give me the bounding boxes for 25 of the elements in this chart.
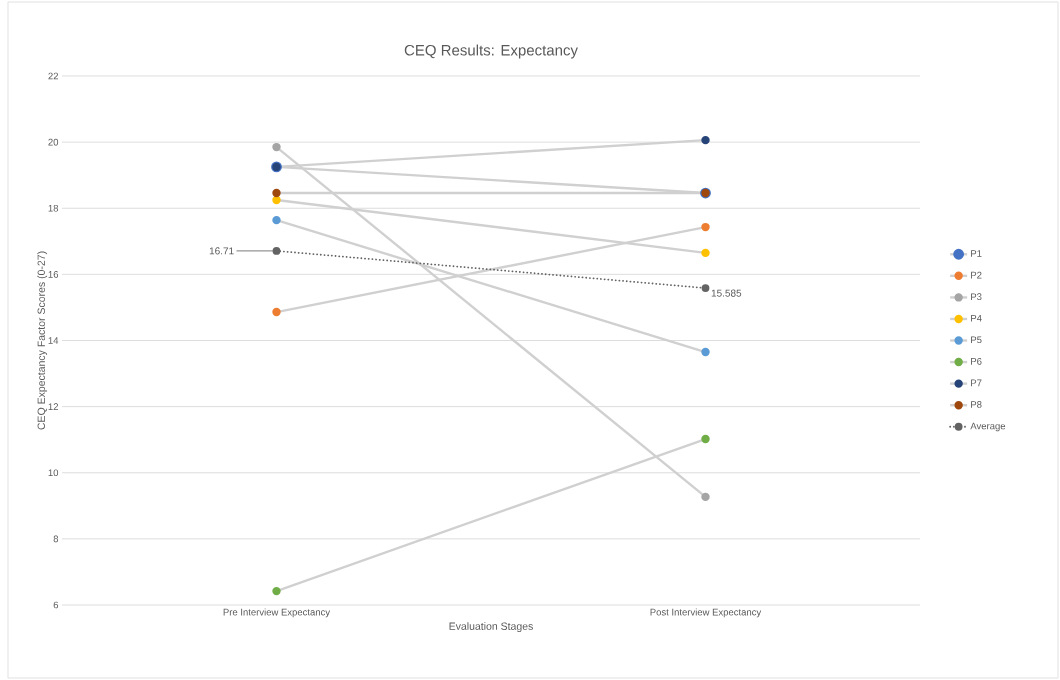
- legend-label: Average: [970, 422, 1006, 432]
- legend-label: P3: [971, 293, 982, 301]
- chart-title: CEQ Results: Expectancy: [404, 44, 578, 59]
- y-tick-label: 14: [48, 337, 59, 344]
- y-tick-label: 20: [48, 138, 59, 146]
- y-tick-label: 10: [48, 469, 59, 477]
- x-tick-label: Post Interview Expectancy: [650, 608, 762, 618]
- y-tick-label: 12: [48, 403, 59, 410]
- y-tick-label: 16: [48, 271, 59, 278]
- y-tick-label: 18: [48, 204, 59, 212]
- legend-label: P2: [971, 271, 982, 279]
- y-axis-title: CEQ Expectancy Factor Scores (0-27): [37, 251, 48, 430]
- y-tick-label: 6: [53, 601, 59, 609]
- y-tick-label: 8: [53, 535, 59, 543]
- legend-label: P1: [971, 250, 982, 257]
- data-label: 16.71: [209, 247, 234, 255]
- y-tick-label: 22: [48, 72, 59, 80]
- data-label: 15.585: [711, 289, 742, 297]
- x-tick-label: Pre Interview Expectancy: [223, 608, 331, 618]
- legend-label: P7: [971, 379, 982, 387]
- legend-label: P4: [971, 314, 982, 322]
- legend-label: P8: [971, 401, 982, 408]
- legend-label: P6: [971, 357, 982, 365]
- x-axis-title: Evaluation Stages: [449, 622, 533, 632]
- legend-label: P5: [971, 336, 982, 344]
